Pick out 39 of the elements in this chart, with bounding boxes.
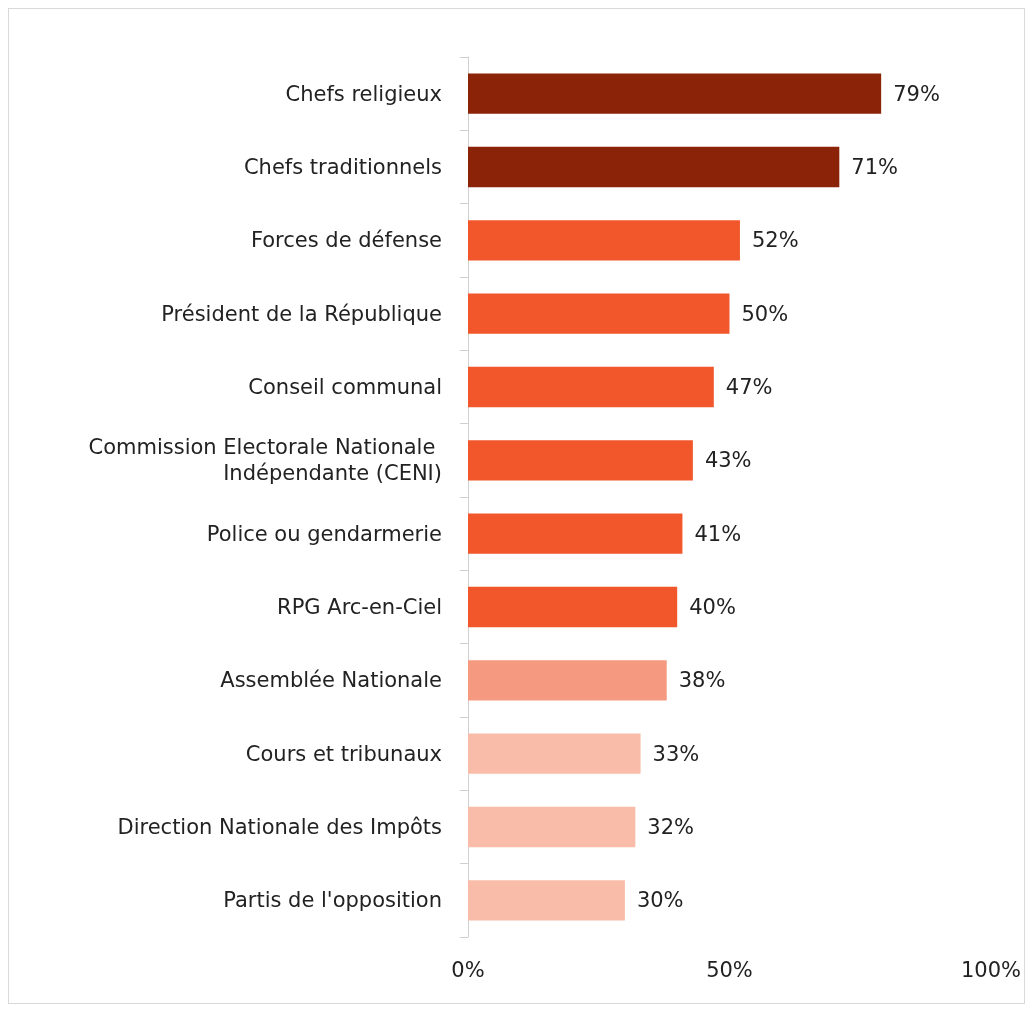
y-tick-label: Chefs religieux [285,81,442,106]
y-tick-label: Chefs traditionnels [243,155,442,179]
bar [468,293,730,334]
data-label: 43% [704,448,752,473]
y-tick-label: Commission Electorale Nationale Indépendante (CENI) [88,435,442,486]
bar [468,366,714,408]
data-label: 32% [647,815,695,839]
x-tick-label: 50% [706,957,753,982]
y-tick-label: Police ou gendarmerie [206,521,442,546]
bar [468,220,740,261]
data-label: 30% [636,888,684,913]
y-tick-label: RPG Arc-en-Ciel [277,595,442,619]
data-label: 71% [851,155,898,179]
data-label: 50% [741,301,789,326]
y-tick-label: Conseil communal [248,375,442,399]
bar [468,733,641,774]
bar [468,880,625,921]
x-tick-label: 100% [960,957,1022,982]
y-tick-label: Cours et tribunaux [245,741,442,766]
data-label: 79% [893,81,940,106]
data-label: 40% [689,595,736,619]
y-tick-label: Assemblée Nationale [220,668,442,693]
bar [468,806,636,848]
bar [468,440,693,481]
x-tick-label: 0% [451,957,485,982]
data-label: 52% [751,228,799,253]
y-tick-label: Direction Nationale des Impôts [117,815,442,839]
bar [468,73,882,114]
data-label: 47% [725,375,773,399]
y-tick-label: Partis de l'opposition [223,888,442,913]
bar [468,513,683,554]
y-tick-label: Président de la République [161,301,442,326]
bar [468,146,840,188]
data-label: 41% [694,521,742,546]
data-label: 33% [652,741,700,766]
bar [468,660,667,701]
y-tick-label: Forces de défense [250,228,442,253]
data-label: 38% [678,668,726,693]
bar [468,586,678,628]
